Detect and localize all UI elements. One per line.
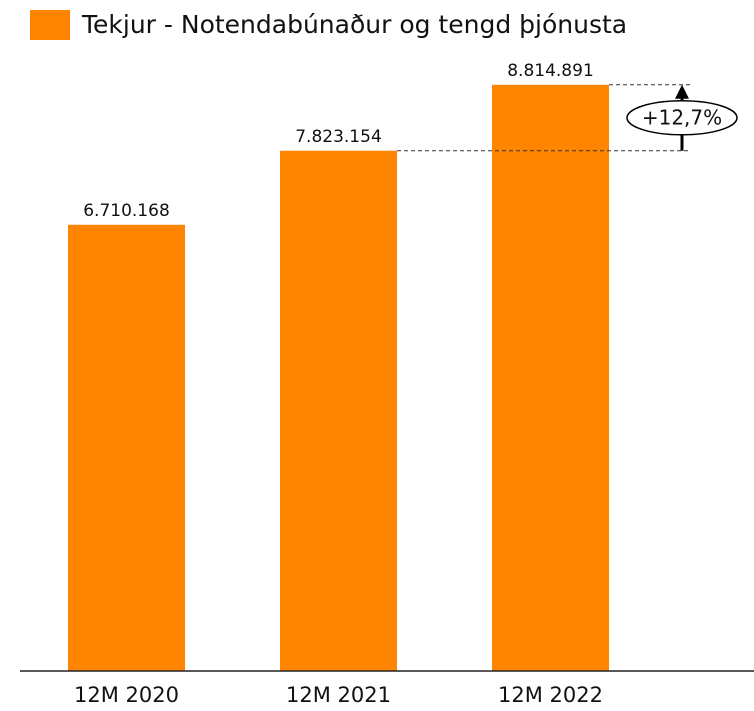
value-label: 6.710.168 [83, 201, 170, 221]
bar [492, 84, 609, 671]
x-tick-label: 12M 2020 [74, 683, 179, 707]
annotation: +12,7% [642, 105, 722, 129]
value-label: 7.823.154 [295, 127, 382, 147]
legend-label: Tekjur - Notendabúnaður og tengd þjónust… [81, 10, 627, 39]
x-tick-label: 12M 2021 [286, 683, 391, 707]
annotation-box [626, 100, 738, 136]
bar [68, 224, 185, 671]
legend-swatch [30, 10, 70, 40]
bar [280, 150, 397, 671]
x-tick-label: 12M 2022 [498, 683, 603, 707]
arrow-head [675, 84, 689, 99]
value-label: 8.814.891 [507, 61, 594, 81]
